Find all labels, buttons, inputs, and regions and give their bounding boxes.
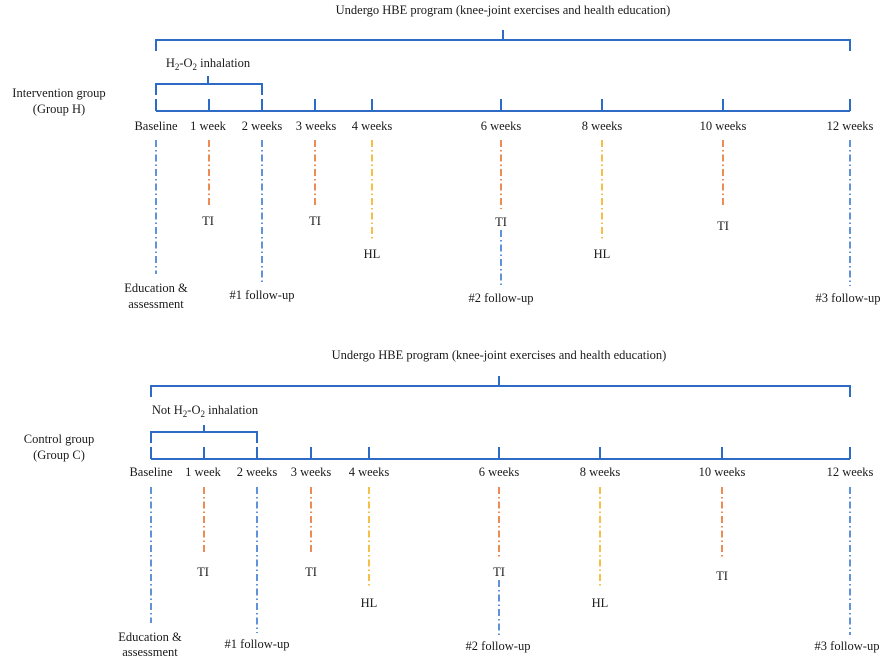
axis-ticks-c [150,447,851,459]
program-bracket-h [155,30,851,51]
ti-label: TI [309,214,321,228]
timepoint-label: 6 weeks [479,465,520,479]
inhalation-bracket-h [155,76,263,95]
program-label-h: Undergo HBE program (knee-joint exercise… [336,3,671,17]
ti-label: TI [197,565,209,579]
group-code-h: (Group H) [33,102,85,116]
program-bracket-c [150,376,851,397]
hl-label: HL [592,596,609,610]
followup-label: #2 follow-up [466,639,531,653]
education-label: Education & [118,630,182,644]
followup-label: #3 follow-up [815,639,880,653]
timepoint-label: 1 week [185,465,221,479]
timepoint-labels-c: Baseline 1 week 2 weeks 3 weeks 4 weeks … [129,465,873,479]
ti-label: TI [716,569,728,583]
hl-label: HL [594,247,611,261]
timepoint-label: 2 weeks [242,119,283,133]
timepoint-label: 12 weeks [827,119,874,133]
assessment-label: assessment [122,645,178,659]
program-label-c: Undergo HBE program (knee-joint exercise… [332,348,667,362]
inhalation-bracket-c [150,425,258,443]
followup-label: #1 follow-up [225,637,290,651]
inhalation-label-c: Not H2-O2 inhalation [152,403,259,419]
ti-label: TI [495,215,507,229]
event-lines-c [150,487,851,635]
timepoint-label: 10 weeks [699,465,746,479]
hl-label: HL [361,596,378,610]
intervention-panel: Undergo HBE program (knee-joint exercise… [12,3,880,311]
followup-label: #3 follow-up [816,291,881,305]
timepoint-label: 3 weeks [296,119,337,133]
group-code-c: (Group C) [33,448,85,462]
followup-label: #2 follow-up [469,291,534,305]
inhalation-label-h: H2-O2 inhalation [166,56,251,72]
timepoint-label: 8 weeks [580,465,621,479]
ti-label: TI [305,565,317,579]
group-name-h: Intervention group [12,86,105,100]
timepoint-label: 10 weeks [700,119,747,133]
ti-label: TI [717,219,729,233]
timepoint-label: 4 weeks [352,119,393,133]
timepoint-label: Baseline [129,465,172,479]
event-labels-c: Education & assessment TI TI TI TI HL HL… [118,565,879,659]
group-name-c: Control group [24,432,94,446]
event-lines-h [155,140,851,286]
assessment-label: assessment [128,297,184,311]
followup-label: #1 follow-up [230,288,295,302]
event-labels-h: Education & assessment TI TI TI TI HL HL… [124,214,880,311]
control-panel: Undergo HBE program (knee-joint exercise… [24,348,880,659]
timepoint-label: Baseline [134,119,177,133]
ti-label: TI [202,214,214,228]
hl-label: HL [364,247,381,261]
timepoint-label: 4 weeks [349,465,390,479]
timepoint-labels-h: Baseline 1 week 2 weeks 3 weeks 4 weeks … [134,119,873,133]
ti-label: TI [493,565,505,579]
timepoint-label: 1 week [190,119,226,133]
timepoint-label: 6 weeks [481,119,522,133]
timepoint-label: 2 weeks [237,465,278,479]
timepoint-label: 8 weeks [582,119,623,133]
axis-ticks-h [155,99,851,111]
timepoint-label: 3 weeks [291,465,332,479]
education-label: Education & [124,281,188,295]
timepoint-label: 12 weeks [827,465,874,479]
